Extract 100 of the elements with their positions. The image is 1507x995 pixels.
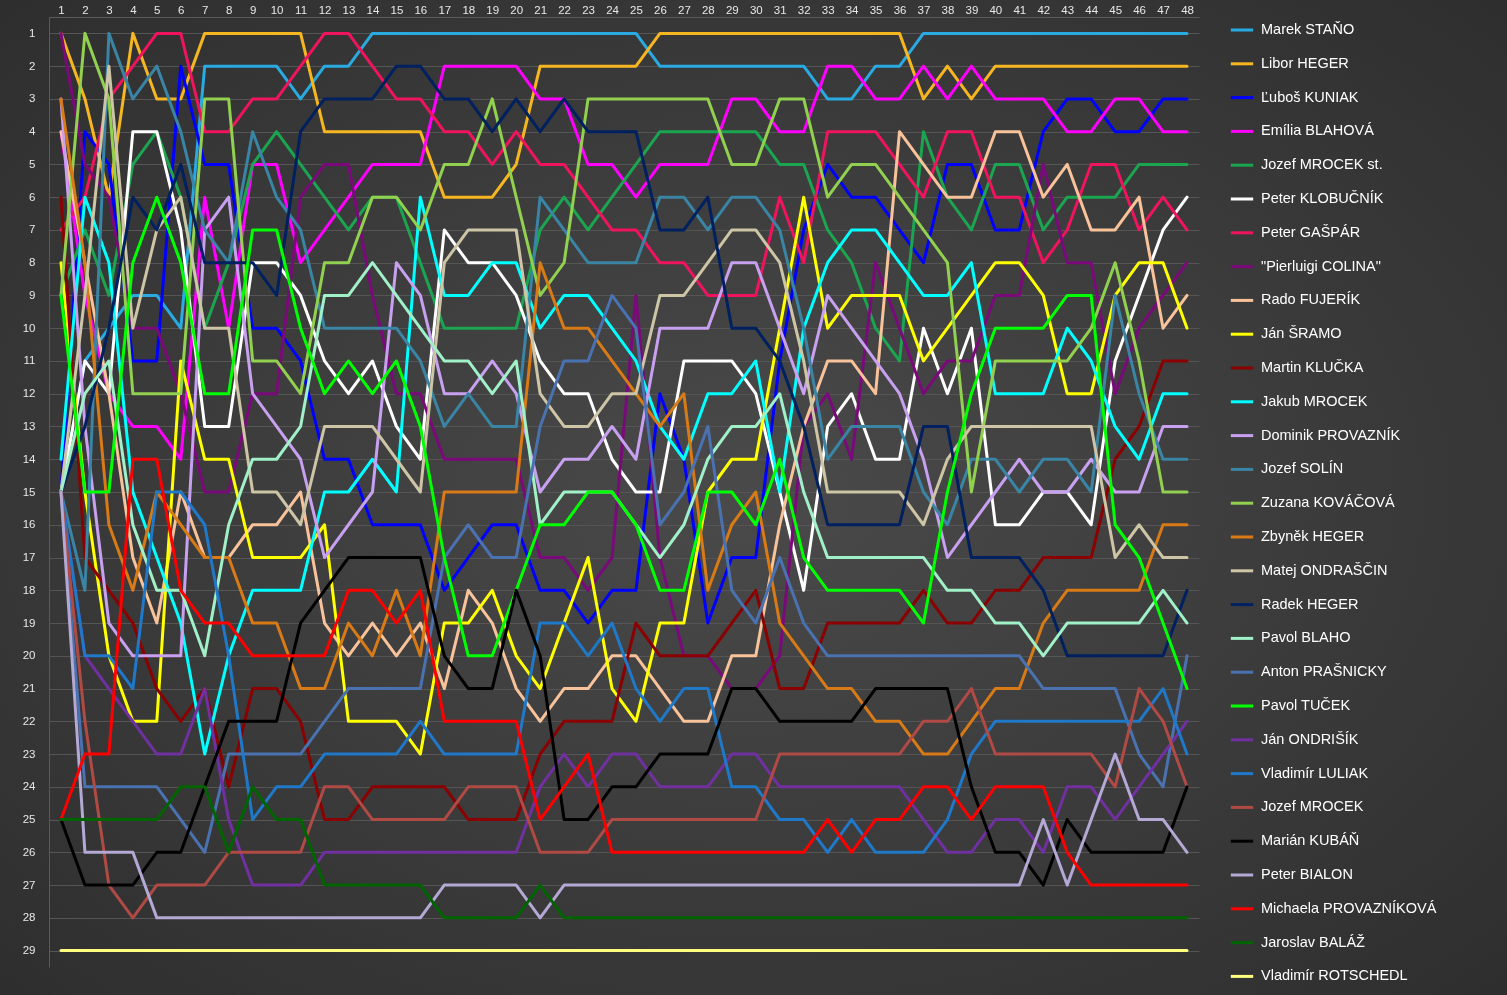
x-tick-label: 19 bbox=[486, 3, 500, 16]
legend-label: Vladimír LULIAK bbox=[1261, 764, 1369, 781]
legend-label: Matej ONDRAŠČIN bbox=[1261, 561, 1388, 578]
legend-label: Ján ONDRIŠÍK bbox=[1261, 730, 1359, 747]
legend-label: Martin KLUČKA bbox=[1261, 359, 1364, 375]
x-tick-label: 13 bbox=[342, 3, 356, 16]
x-tick-label: 25 bbox=[630, 3, 643, 16]
legend-label: Radek HEGER bbox=[1261, 595, 1359, 612]
x-tick-label: 5 bbox=[154, 3, 161, 16]
x-tick-label: 10 bbox=[270, 3, 284, 16]
x-tick-label: 4 bbox=[130, 3, 138, 16]
legend-label: Michaela PROVAZNÍKOVÁ bbox=[1261, 899, 1437, 916]
y-tick-label: 1 bbox=[29, 26, 36, 39]
legend-label: Peter BIALON bbox=[1261, 866, 1353, 882]
y-tick-label: 27 bbox=[22, 878, 36, 891]
y-tick-label: 3 bbox=[29, 92, 36, 105]
x-tick-label: 1 bbox=[58, 3, 65, 16]
x-tick-label: 2 bbox=[82, 3, 89, 16]
x-tick-label: 16 bbox=[414, 3, 428, 16]
y-tick-label: 10 bbox=[22, 321, 36, 334]
legend-label: Peter GAŠPÁR bbox=[1261, 223, 1361, 240]
x-tick-label: 45 bbox=[1109, 3, 1123, 16]
x-tick-label: 34 bbox=[845, 3, 860, 16]
y-tick-label: 21 bbox=[22, 682, 36, 695]
y-tick-label: 19 bbox=[22, 616, 36, 629]
y-tick-label: 14 bbox=[22, 452, 37, 465]
x-tick-label: 40 bbox=[989, 3, 1003, 16]
legend-label: Pavol TUČEK bbox=[1261, 697, 1351, 713]
x-tick-label: 37 bbox=[917, 3, 931, 16]
y-tick-label: 15 bbox=[22, 485, 36, 498]
y-tick-label: 7 bbox=[29, 223, 36, 236]
x-tick-label: 3 bbox=[106, 3, 113, 16]
legend-label: Rado FUJERÍK bbox=[1261, 291, 1361, 308]
legend-label: Anton PRAŠNICKY bbox=[1261, 663, 1388, 680]
y-tick-label: 25 bbox=[22, 813, 36, 826]
y-tick-label: 16 bbox=[22, 518, 36, 531]
x-tick-label: 23 bbox=[582, 3, 595, 16]
x-tick-label: 38 bbox=[941, 3, 955, 16]
x-tick-label: 47 bbox=[1157, 3, 1170, 16]
x-tick-label: 27 bbox=[678, 3, 691, 16]
x-tick-label: 33 bbox=[821, 3, 835, 16]
x-tick-label: 26 bbox=[654, 3, 667, 16]
x-tick-label: 31 bbox=[773, 3, 787, 16]
x-tick-label: 11 bbox=[295, 3, 308, 16]
x-tick-label: 14 bbox=[366, 3, 380, 16]
y-tick-label: 20 bbox=[22, 649, 36, 662]
y-tick-label: 13 bbox=[22, 419, 36, 432]
x-tick-label: 15 bbox=[390, 3, 404, 16]
legend-label: Ján ŠRAMO bbox=[1261, 325, 1342, 342]
legend-label: Peter KLOBUČNÍK bbox=[1261, 190, 1384, 206]
legend-label: Marek STAŇO bbox=[1261, 21, 1355, 37]
x-tick-label: 35 bbox=[869, 3, 883, 16]
x-tick-label: 30 bbox=[749, 3, 763, 16]
legend-label: Ľuboš KUNIAK bbox=[1261, 88, 1359, 105]
legend-label: Vladimír ROTSCHEDL bbox=[1261, 967, 1408, 984]
legend-label: Zbyněk HEGER bbox=[1261, 528, 1365, 544]
x-tick-label: 9 bbox=[249, 3, 257, 16]
x-tick-label: 41 bbox=[1013, 3, 1027, 16]
legend-label: "Pierluigi COLINA" bbox=[1261, 257, 1381, 274]
x-tick-label: 22 bbox=[558, 3, 571, 16]
x-tick-label: 42 bbox=[1037, 3, 1051, 16]
y-tick-label: 12 bbox=[22, 387, 36, 400]
legend-label: Jozef MROCEK st. bbox=[1261, 156, 1383, 173]
x-tick-label: 18 bbox=[462, 3, 476, 16]
legend-label: Jakub MROCEK bbox=[1261, 392, 1368, 409]
legend-label: Marián KUBÁŇ bbox=[1261, 832, 1360, 849]
x-tick-label: 17 bbox=[438, 3, 452, 16]
legend-label: Zuzana KOVÁČOVÁ bbox=[1261, 494, 1396, 511]
y-tick-label: 6 bbox=[29, 190, 36, 203]
legend-label: Libor HEGER bbox=[1261, 54, 1349, 71]
x-tick-label: 48 bbox=[1181, 3, 1194, 16]
y-tick-label: 8 bbox=[29, 256, 36, 269]
y-tick-label: 5 bbox=[29, 157, 36, 170]
y-tick-label: 29 bbox=[22, 944, 36, 957]
x-tick-label: 21 bbox=[534, 3, 548, 16]
x-tick-label: 43 bbox=[1061, 3, 1075, 16]
y-tick-label: 4 bbox=[29, 125, 37, 138]
legend-label: Jozef MROCEK bbox=[1261, 798, 1364, 815]
legend-label: Jozef SOLÍN bbox=[1261, 460, 1344, 477]
x-tick-label: 7 bbox=[202, 3, 209, 16]
x-tick-label: 46 bbox=[1133, 3, 1146, 16]
y-tick-label: 9 bbox=[29, 288, 36, 301]
x-tick-label: 29 bbox=[725, 3, 739, 16]
legend-label: Pavol BLAHO bbox=[1261, 629, 1351, 646]
y-tick-label: 26 bbox=[22, 845, 36, 858]
y-tick-label: 2 bbox=[29, 59, 36, 72]
y-tick-label: 11 bbox=[23, 354, 36, 367]
y-tick-label: 23 bbox=[22, 747, 36, 760]
legend-label: Emília BLAHOVÁ bbox=[1261, 122, 1375, 139]
x-tick-label: 36 bbox=[893, 3, 907, 16]
y-tick-label: 22 bbox=[22, 714, 36, 727]
x-tick-label: 8 bbox=[225, 3, 233, 16]
x-tick-label: 44 bbox=[1085, 3, 1099, 16]
x-tick-label: 20 bbox=[510, 3, 524, 16]
y-tick-label: 18 bbox=[22, 583, 36, 596]
x-tick-label: 24 bbox=[606, 3, 620, 16]
x-tick-label: 32 bbox=[797, 3, 811, 16]
x-tick-label: 28 bbox=[701, 3, 715, 16]
legend-label: Dominik PROVAZNÍK bbox=[1261, 426, 1401, 443]
y-tick-label: 28 bbox=[22, 911, 36, 924]
